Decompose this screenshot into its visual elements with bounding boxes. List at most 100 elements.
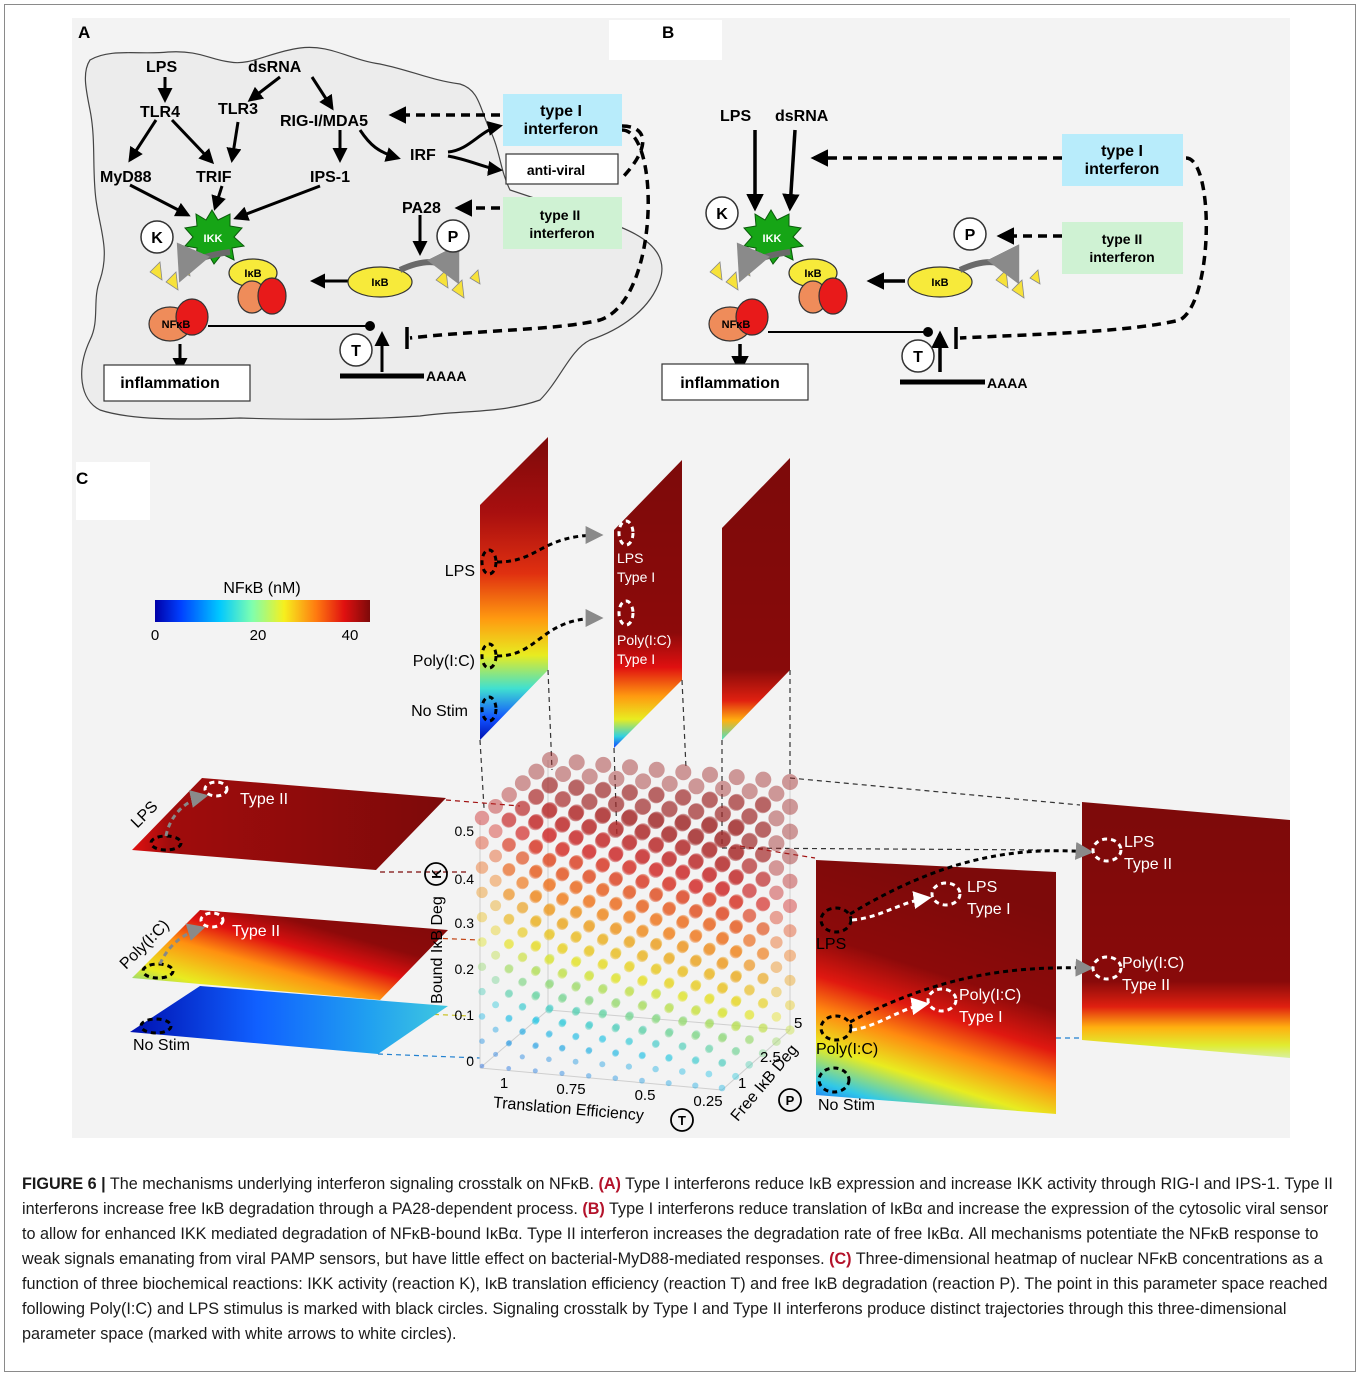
left-lps-type2: Type II [240, 791, 288, 808]
bubble [690, 1006, 700, 1016]
bubble [728, 793, 745, 810]
bubble [611, 973, 621, 983]
caption-text-0: The mechanisms underlying interferon sig… [105, 1175, 599, 1193]
x-tick-05: 0.5 [635, 1087, 656, 1104]
y-tick-05: 0.5 [455, 823, 475, 839]
bubble [530, 864, 543, 877]
bubble [583, 920, 595, 932]
bubble [608, 847, 623, 863]
bubble [569, 907, 582, 919]
bubble [505, 1015, 513, 1023]
type2-b-line1: type II [1102, 231, 1142, 247]
bubble [703, 917, 717, 930]
bubble [702, 816, 718, 833]
bubble [692, 1082, 699, 1089]
bubble [715, 907, 729, 922]
bubble [662, 902, 676, 916]
bubble [622, 860, 637, 875]
bubble [638, 1026, 647, 1034]
bubble [664, 1029, 673, 1038]
bubble [532, 1043, 539, 1050]
bubble [661, 877, 676, 892]
bubble [701, 868, 717, 883]
bubble [635, 823, 651, 839]
panel-a-label: A [78, 23, 90, 42]
top-slice-1 [480, 437, 548, 740]
bubble [716, 958, 728, 970]
bubble [557, 969, 567, 979]
bubble [703, 969, 715, 981]
bubble [638, 1000, 648, 1009]
bubble [757, 998, 768, 1009]
bubble [519, 1054, 525, 1060]
bubble [701, 842, 718, 858]
bubble [572, 1007, 580, 1016]
bubble [581, 794, 598, 811]
bubble [701, 792, 718, 809]
bubble [625, 986, 635, 995]
bubble [691, 954, 702, 966]
bubble [532, 1068, 538, 1074]
bubble [474, 810, 490, 826]
bubble [634, 824, 650, 841]
y-tick-02: 0.2 [455, 961, 475, 977]
bubble [545, 1006, 553, 1014]
bubble [638, 1001, 647, 1010]
type2-box-b [1062, 222, 1183, 274]
bubble [501, 787, 517, 803]
bubble [609, 871, 624, 885]
dsrna-label: dsRNA [248, 59, 302, 76]
bubble [625, 986, 634, 996]
bubble [678, 1042, 687, 1051]
bubble [598, 984, 608, 994]
bubble [492, 1026, 499, 1033]
bubble [621, 785, 638, 801]
bubble [716, 957, 729, 969]
k-label-b: K [716, 206, 728, 223]
bubble [716, 983, 728, 994]
bubble [688, 879, 703, 894]
bubble [662, 850, 677, 866]
bubble [745, 1035, 754, 1044]
bubble [676, 941, 688, 954]
bubble [571, 1008, 580, 1016]
bubble [638, 1027, 646, 1035]
bubble [665, 1028, 674, 1037]
bubble [702, 918, 716, 932]
bubble [516, 877, 529, 890]
bubble [715, 933, 729, 946]
bubble [754, 822, 771, 838]
bubble [531, 992, 540, 1001]
bubble [531, 941, 541, 951]
bubble [595, 756, 612, 773]
bubble [596, 857, 610, 871]
bubble [690, 903, 703, 917]
bubble [639, 1077, 645, 1084]
bubble [623, 859, 637, 874]
right-slice-b [1082, 802, 1290, 1058]
bubble [545, 1005, 554, 1013]
type1-line1: type I [540, 103, 582, 120]
bubble [675, 813, 692, 830]
bubble [528, 814, 544, 830]
bubble [702, 867, 717, 882]
bubble [648, 863, 663, 878]
bubble [609, 846, 624, 861]
tlr4-label: TLR4 [140, 104, 180, 121]
bubble [727, 845, 744, 862]
bubble [675, 789, 692, 805]
bubble [744, 959, 756, 971]
bubble [690, 929, 703, 941]
bubble [599, 1009, 608, 1017]
bubble [687, 829, 704, 846]
bubble [702, 866, 718, 882]
bubble [557, 994, 567, 1004]
bubble [783, 899, 797, 913]
bubble [678, 965, 689, 976]
bubble [661, 825, 678, 842]
p-label: P [448, 229, 459, 246]
bubble [542, 854, 556, 868]
bubble [691, 1031, 700, 1041]
bubble [611, 998, 621, 1008]
bubble [557, 917, 569, 929]
